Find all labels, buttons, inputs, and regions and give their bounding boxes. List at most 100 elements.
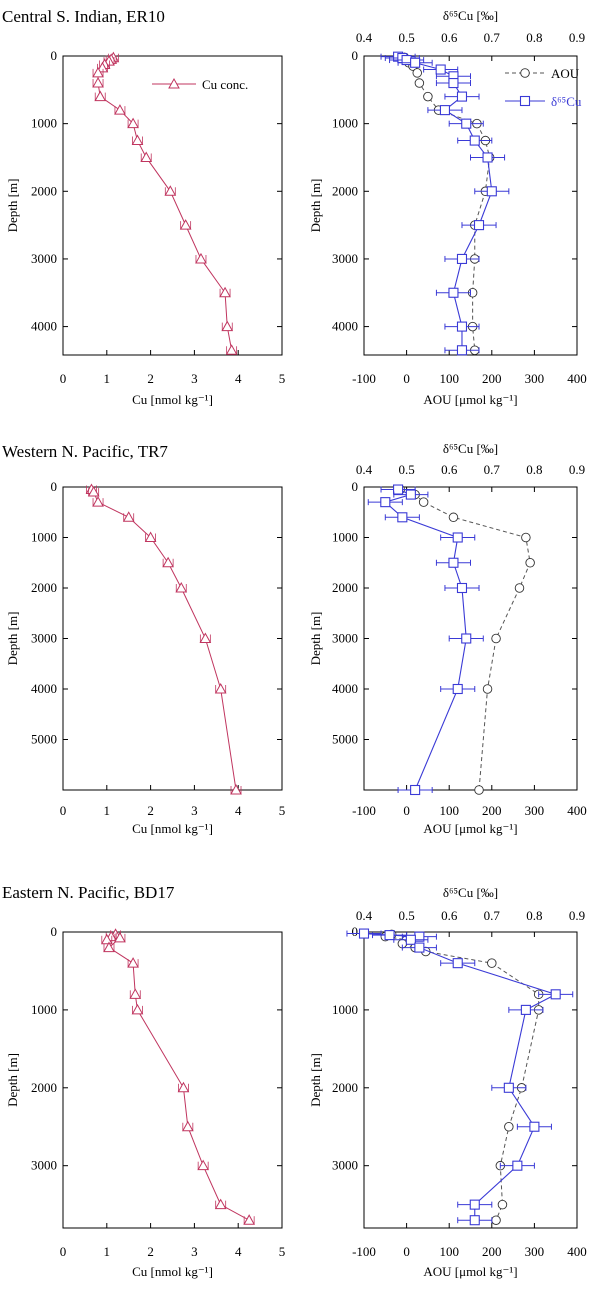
y-tick-label: 3000 bbox=[31, 631, 57, 646]
x2-tick-label: 0.6 bbox=[441, 908, 458, 923]
legend-label-d65cu: δ⁶⁵Cu bbox=[551, 94, 582, 109]
x-tick-label: 0 bbox=[60, 1244, 67, 1259]
y-axis-label: Depth [m] bbox=[308, 1053, 323, 1107]
d65cu-point bbox=[529, 1121, 540, 1132]
x2-tick-label: 0.4 bbox=[356, 908, 373, 923]
aou-point bbox=[497, 1199, 508, 1210]
d65cu-point bbox=[448, 78, 459, 89]
y-tick-label: 0 bbox=[51, 924, 58, 939]
cu-point bbox=[114, 931, 126, 943]
aou-point bbox=[487, 958, 497, 968]
d65cu-point bbox=[456, 345, 468, 356]
d65cu-point bbox=[456, 253, 468, 264]
x-tick-label: 1 bbox=[104, 803, 111, 818]
cu-point bbox=[131, 134, 144, 146]
plot-frame bbox=[363, 931, 578, 1229]
aou-series-line bbox=[404, 57, 491, 351]
x-tick-label: 3 bbox=[191, 1244, 198, 1259]
d65cu-point bbox=[469, 1215, 480, 1226]
d65cu-point bbox=[414, 942, 425, 953]
x-tick-label: 0 bbox=[60, 803, 67, 818]
plot-frame bbox=[62, 486, 283, 791]
x-tick-label: 100 bbox=[439, 371, 459, 386]
plot-frame bbox=[363, 55, 578, 356]
d65cu-point bbox=[456, 91, 468, 102]
legend-marker bbox=[168, 77, 180, 89]
cu-point bbox=[225, 344, 238, 355]
x-tick-label: 5 bbox=[279, 371, 286, 386]
x2-tick-label: 0.8 bbox=[526, 908, 542, 923]
y-axis-label: Depth [m] bbox=[308, 612, 323, 666]
x-tick-label: 200 bbox=[482, 803, 502, 818]
x-tick-label: -100 bbox=[352, 371, 376, 386]
d65cu-point bbox=[439, 105, 450, 116]
x-tick-label: 5 bbox=[279, 803, 286, 818]
d65cu-point bbox=[482, 152, 493, 163]
x-tick-label: 200 bbox=[482, 371, 502, 386]
plot-frame bbox=[62, 931, 283, 1229]
x2-tick-label: 0.5 bbox=[398, 908, 414, 923]
panel-title: Western N. Pacific, TR7 bbox=[2, 442, 168, 461]
aou-point bbox=[414, 78, 425, 88]
cu-series-line bbox=[91, 489, 237, 791]
x-tick-label: 0 bbox=[403, 803, 410, 818]
aou-d65cu-legend: AOU δ⁶⁵Cu bbox=[505, 66, 582, 109]
x-axis-label: AOU [μmol kg⁻¹] bbox=[423, 392, 517, 407]
aou-point bbox=[418, 497, 429, 507]
d65cu-point bbox=[461, 633, 472, 644]
x-axis-label: AOU [μmol kg⁻¹] bbox=[423, 821, 517, 836]
y-tick-label: 2000 bbox=[332, 183, 358, 198]
y-tick-label: 0 bbox=[352, 924, 359, 939]
cu-point bbox=[199, 632, 212, 643]
y-tick-label: 1000 bbox=[31, 116, 57, 131]
y-tick-label: 1000 bbox=[332, 1002, 358, 1017]
x2-axis-label: δ⁶⁵Cu [‰] bbox=[443, 441, 498, 456]
x-tick-label: 400 bbox=[567, 1244, 587, 1259]
y-tick-label: 3000 bbox=[31, 1158, 57, 1173]
d65cu-point bbox=[503, 1082, 514, 1093]
d65cu-point bbox=[393, 484, 404, 495]
d65cu-point bbox=[448, 557, 459, 568]
cu-point bbox=[122, 511, 135, 522]
cu-point bbox=[219, 286, 231, 298]
x-tick-label: 4 bbox=[235, 371, 242, 386]
y-tick-label: 3000 bbox=[31, 251, 57, 266]
aou-point bbox=[521, 532, 531, 543]
y-tick-label: 2000 bbox=[31, 183, 57, 198]
d65cu-series-line bbox=[384, 489, 467, 791]
d65cu-point bbox=[473, 220, 485, 231]
x-tick-label: 2 bbox=[147, 371, 154, 386]
aou-d65cu-chart: -100 0 100 200 300 400 0.4 0.5 0.6 0.7 0.8 0.9 0 1000… bbox=[308, 441, 587, 836]
aou-d65cu-chart: -100 0 100 200 300 400 0.4 0.5 0.6 0.7 0.8 0.9 0 1000… bbox=[308, 8, 587, 407]
legend-label: Cu conc. bbox=[202, 77, 248, 92]
d65cu-point bbox=[452, 683, 463, 695]
aou-point bbox=[423, 91, 433, 102]
cu-point bbox=[100, 933, 113, 945]
x-tick-label: 300 bbox=[525, 1244, 545, 1259]
x2-tick-label: 0.9 bbox=[569, 908, 585, 923]
y-tick-label: 5000 bbox=[31, 732, 57, 747]
y-tick-label: 3000 bbox=[332, 251, 358, 266]
x2-tick-label: 0.7 bbox=[484, 908, 501, 923]
x2-tick-label: 0.8 bbox=[526, 30, 542, 45]
d65cu-point bbox=[405, 934, 416, 945]
x2-tick-label: 0.6 bbox=[441, 462, 458, 477]
cu-profile-chart: 0 1 2 3 4 5 0 1000 2000 3000 Cu [nmol kg⁻¹] Depth [… bbox=[5, 924, 285, 1279]
cu-point bbox=[214, 1198, 227, 1210]
x-tick-label: -100 bbox=[352, 803, 376, 818]
aou-point bbox=[514, 583, 525, 593]
y-tick-label: 3000 bbox=[332, 1158, 358, 1173]
x-tick-label: 1 bbox=[104, 371, 111, 386]
x-axis-label: Cu [nmol kg⁻¹] bbox=[132, 392, 213, 407]
x-tick-label: 3 bbox=[191, 371, 198, 386]
plot-frame bbox=[62, 55, 283, 356]
y-tick-label: 0 bbox=[352, 48, 359, 63]
d65cu-point bbox=[397, 512, 408, 523]
cu-point bbox=[127, 117, 139, 129]
cu-legend: Cu conc. bbox=[152, 77, 248, 92]
cu-point bbox=[94, 90, 107, 102]
x-tick-label: 1 bbox=[104, 1244, 111, 1259]
x-tick-label: 2 bbox=[147, 1244, 154, 1259]
x2-tick-label: 0.4 bbox=[356, 30, 373, 45]
